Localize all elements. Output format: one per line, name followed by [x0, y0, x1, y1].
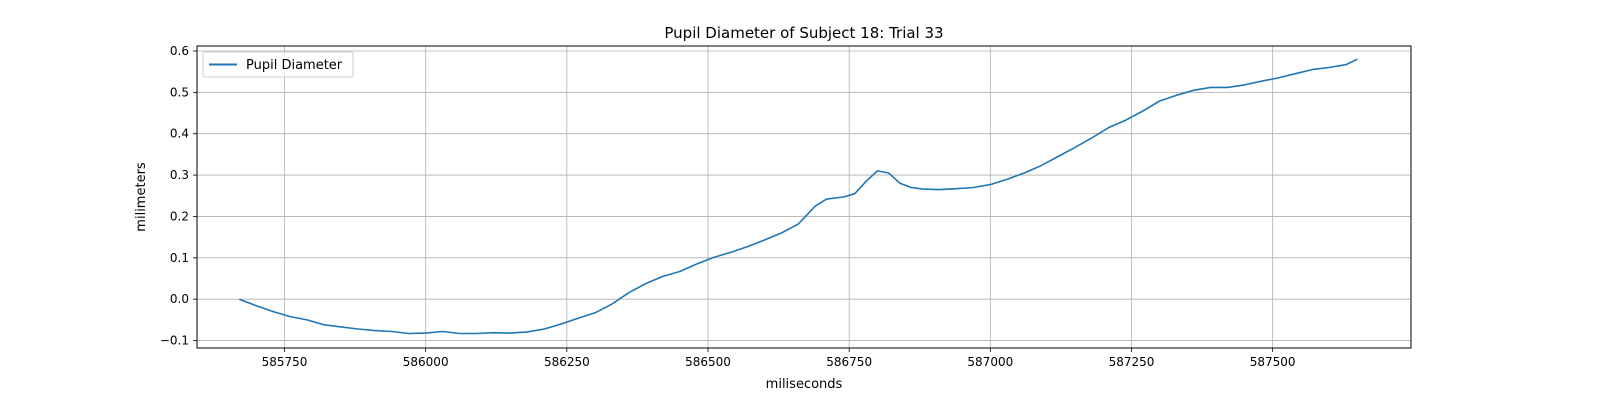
y-tick-label: 0.0: [170, 292, 189, 306]
chart-title: Pupil Diameter of Subject 18: Trial 33: [664, 24, 943, 42]
y-tick-label: 0.2: [170, 209, 189, 223]
x-axis-label: miliseconds: [766, 377, 843, 392]
series-lines: [239, 58, 1358, 335]
x-tick-label: 587000: [967, 355, 1013, 369]
x-tick-label: 587500: [1250, 355, 1296, 369]
plot-frame: [196, 45, 1412, 349]
x-tick-label: 586750: [826, 355, 872, 369]
axis-ticks: 585750 586000 586250 586500 586750 587000 5872…: [160, 44, 1296, 369]
y-tick-label: 0.4: [170, 127, 189, 141]
x-tick-label: 587250: [1109, 355, 1155, 369]
grid-lines: [197, 46, 1411, 348]
legend: Pupil Diameter: [202, 51, 354, 78]
y-tick-label: 0.6: [170, 44, 189, 58]
y-axis-label: milimeters: [134, 162, 149, 232]
legend-box: [202, 51, 354, 78]
legend-label: Pupil Diameter: [246, 58, 343, 73]
y-tick-label: 0.3: [170, 168, 189, 182]
y-tick-label: 0.5: [170, 85, 189, 99]
x-tick-label: 586000: [403, 355, 449, 369]
y-tick-label: 0.1: [170, 251, 189, 265]
y-tick-label: −0.1: [160, 334, 189, 348]
x-tick-label: 586250: [544, 355, 590, 369]
x-tick-label: 586500: [685, 355, 731, 369]
x-tick-label: 585750: [262, 355, 308, 369]
series-line-pupil-diameter: [239, 58, 1358, 335]
